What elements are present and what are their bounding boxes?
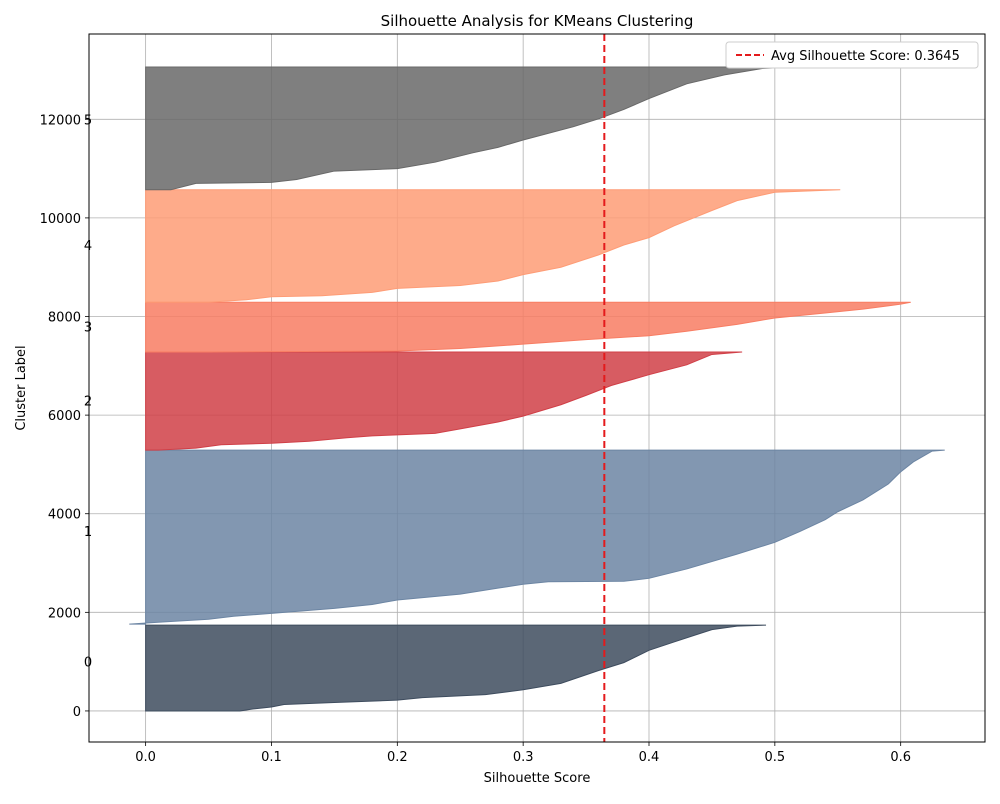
legend: Avg Silhouette Score: 0.3645 [725, 41, 979, 69]
y-tick-label: 2000 [48, 606, 81, 621]
y-axis-label: Cluster Label [14, 345, 29, 430]
x-tick-label: 0.4 [639, 750, 660, 765]
cluster-0-silhouette [145, 624, 767, 712]
axis-ticks: 0.0 0.1 0.2 0.3 0.4 0.5 0.60200040006000800010… [40, 113, 911, 765]
cluster-1-silhouette [129, 449, 945, 625]
legend-box [725, 41, 979, 69]
x-tick-label: 0.6 [890, 750, 911, 765]
y-tick-label: 8000 [48, 311, 81, 326]
cluster-3-silhouette [145, 301, 911, 353]
cluster-1-label: 1 [84, 525, 92, 540]
cluster-4-silhouette [145, 189, 841, 303]
x-tick-label: 0.0 [135, 750, 156, 765]
x-tick-label: 0.2 [387, 750, 408, 765]
cluster-labels: 0 1 2 3 4 5 [84, 113, 92, 670]
y-tick-label: 0 [73, 705, 81, 720]
chart-title: Silhouette Analysis for KMeans Clusterin… [381, 12, 694, 30]
y-tick-label: 4000 [48, 508, 81, 523]
plot-frame [88, 33, 986, 743]
cluster-0-label: 0 [84, 656, 92, 671]
cluster-4-label: 4 [84, 239, 92, 254]
x-axis-label: Silhouette Score [484, 771, 591, 786]
cluster-2-silhouette [145, 351, 743, 451]
cluster-5-silhouette [145, 66, 794, 191]
legend-label: Avg Silhouette Score: 0.3645 [771, 49, 960, 64]
cluster-silhouettes [129, 66, 945, 712]
x-tick-label: 0.1 [261, 750, 282, 765]
x-tick-label: 0.5 [764, 750, 785, 765]
cluster-2-label: 2 [84, 394, 92, 409]
y-tick-label: 10000 [40, 212, 81, 227]
cluster-5-label: 5 [84, 113, 92, 128]
cluster-3-label: 3 [84, 320, 92, 335]
y-tick-label: 12000 [40, 113, 81, 128]
x-tick-label: 0.3 [513, 750, 534, 765]
y-tick-label: 6000 [48, 409, 81, 424]
